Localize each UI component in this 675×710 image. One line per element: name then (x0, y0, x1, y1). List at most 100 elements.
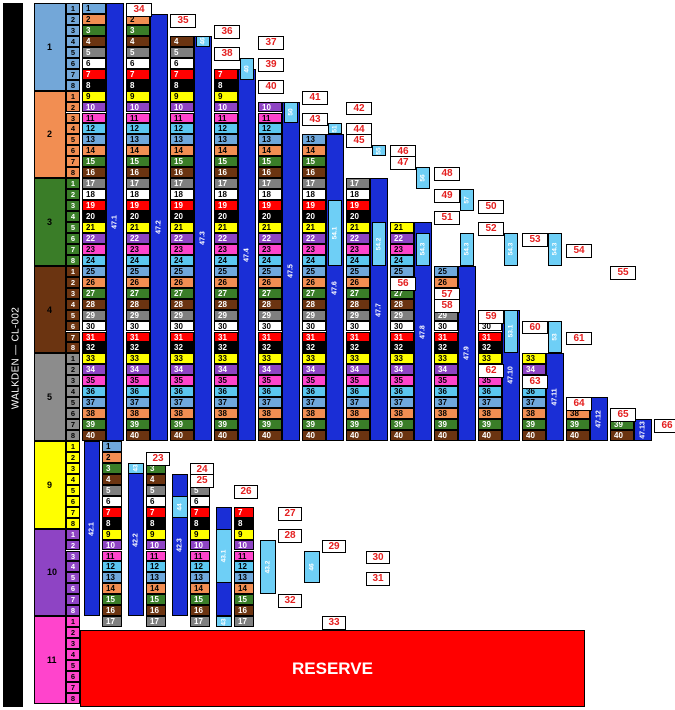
fibre-18: 18 (170, 189, 194, 201)
fibre-11: 11 (258, 112, 282, 124)
fibre-16: 16 (258, 167, 282, 179)
cable-42.1: 42.1 (84, 441, 100, 617)
fibre-38: 38 (126, 408, 150, 420)
fibre-30: 30 (170, 320, 194, 332)
terminal-25: 25 (190, 473, 214, 488)
fibre-24: 24 (126, 254, 150, 266)
fibre-35: 35 (390, 375, 414, 387)
cable-label: 47.7 (375, 302, 383, 317)
branch-cable-53: 53 (548, 320, 562, 354)
tray-position: 3 (66, 24, 80, 36)
fibre-1: 1 (82, 3, 106, 14)
fibre-37: 37 (478, 397, 502, 409)
branch-label: 43 (220, 618, 228, 626)
fibre-26: 26 (170, 276, 194, 288)
tray-position: 6 (66, 495, 80, 507)
fibre-27: 27 (170, 287, 194, 299)
fibre-34: 34 (346, 364, 370, 376)
fibre-29: 29 (82, 309, 106, 321)
branch-cable-50: 50 (284, 101, 298, 124)
terminal-38: 38 (214, 46, 240, 61)
fibre-31: 31 (258, 331, 282, 343)
fibre-17: 17 (126, 178, 150, 190)
fibre-10: 10 (82, 101, 106, 113)
branch-label: 53.1 (507, 325, 515, 338)
tray-position: 2 (66, 627, 80, 639)
fibre-20: 20 (302, 211, 326, 222)
tray-position: 1 (66, 441, 80, 452)
fibre-6: 6 (82, 57, 106, 69)
fibre-33: 33 (522, 353, 546, 365)
fibre-20: 20 (214, 211, 238, 222)
fibre-15: 15 (214, 156, 238, 168)
fibre-29: 29 (258, 309, 282, 321)
tray-position: 8 (66, 517, 80, 529)
fibre-8: 8 (146, 517, 166, 529)
fibre-7: 7 (214, 68, 238, 80)
fibre-31: 31 (478, 331, 502, 343)
fibre-38: 38 (478, 408, 502, 420)
fibre-5: 5 (126, 46, 150, 58)
fibre-17: 17 (346, 178, 370, 190)
tray-position: 8 (66, 254, 80, 266)
fibre-35: 35 (82, 375, 106, 387)
fibre-15: 15 (82, 156, 106, 168)
fibre-33: 33 (126, 353, 150, 365)
cable-label: 42.2 (132, 532, 140, 547)
fibre-29: 29 (170, 309, 194, 321)
fibre-15: 15 (258, 156, 282, 168)
fibre-36: 36 (214, 386, 238, 398)
tray-label: 10 (47, 567, 58, 578)
tray-position: 5 (66, 222, 80, 233)
fibre-40: 40 (346, 430, 370, 441)
fibre-24: 24 (214, 254, 238, 266)
cable-label: 47.4 (243, 248, 251, 262)
branch-cable-46: 46 (304, 550, 320, 584)
branch-cable-55: 55 (372, 145, 386, 157)
side-title-strip: WALKDEN — CL-002 (3, 3, 23, 707)
fibre-17: 17 (214, 178, 238, 190)
fibre-28: 28 (214, 298, 238, 310)
tray-position: 5 (66, 572, 80, 584)
tray-9: 9 (34, 441, 66, 529)
fibre-8: 8 (214, 79, 238, 91)
fibre-36: 36 (82, 386, 106, 398)
fibre-17: 17 (82, 178, 106, 190)
fibre-15: 15 (234, 594, 254, 606)
terminal-42: 42 (346, 101, 372, 116)
terminal-63: 63 (522, 375, 548, 390)
terminal-65: 65 (610, 408, 636, 423)
fibre-32: 32 (346, 342, 370, 354)
fibre-4: 4 (146, 473, 166, 485)
fibre-14: 14 (126, 145, 150, 157)
fibre-17: 17 (234, 616, 254, 628)
terminal-60: 60 (522, 320, 548, 335)
fibre-16: 16 (190, 605, 210, 617)
branch-cable-57: 57 (460, 189, 474, 212)
fibre-32: 32 (302, 342, 326, 354)
fibre-16: 16 (82, 167, 106, 179)
fibre-24: 24 (258, 254, 282, 266)
terminal-56: 56 (390, 276, 416, 291)
fibre-31: 31 (302, 331, 326, 343)
terminal-28: 28 (278, 528, 302, 543)
fibre-8: 8 (126, 79, 150, 91)
fibre-12: 12 (258, 123, 282, 135)
fibre-15: 15 (190, 594, 210, 606)
fibre-23: 23 (214, 243, 238, 255)
fibre-36: 36 (258, 386, 282, 398)
fibre-19: 19 (346, 200, 370, 212)
fibre-33: 33 (346, 353, 370, 365)
tray-label: 5 (47, 392, 53, 403)
fibre-38: 38 (434, 408, 458, 420)
tray-label: 9 (47, 479, 53, 490)
fibre-10: 10 (102, 539, 122, 551)
cable-47.6: 47.6 (326, 134, 344, 441)
fibre-1: 1 (102, 441, 122, 452)
fibre-19: 19 (82, 200, 106, 212)
fibre-28: 28 (390, 298, 414, 310)
tray-position: 1 (66, 3, 80, 14)
fibre-33: 33 (302, 353, 326, 365)
tray-position: 6 (66, 408, 80, 420)
cable-47.1: 47.1 (106, 3, 124, 441)
